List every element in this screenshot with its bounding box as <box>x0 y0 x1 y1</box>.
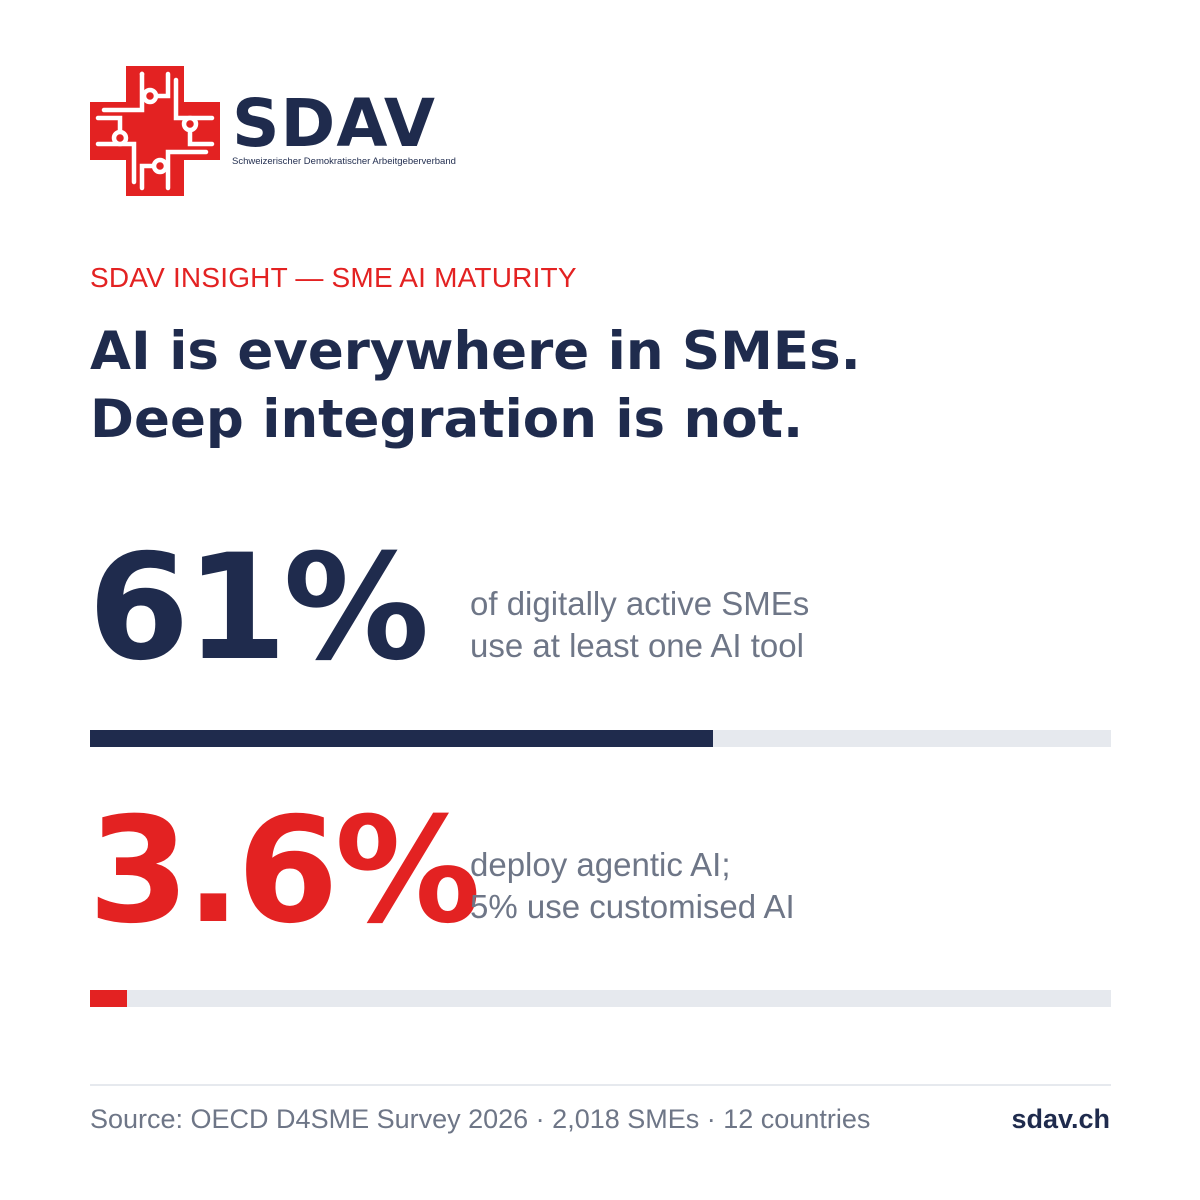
swiss-cross-circuit-icon <box>90 66 220 196</box>
brand-subtitle: Schweizerischer Demokratischer Arbeitgeb… <box>232 156 456 167</box>
eyebrow-label: SDAV INSIGHT — SME AI MATURITY <box>90 262 577 293</box>
stat-description-2-line-1: deploy agentic AI; <box>470 846 731 883</box>
headline-line-2: Deep integration is not. <box>90 389 804 450</box>
headline: AI is everywhere in SMEs. Deep integrati… <box>90 318 861 454</box>
footer-divider <box>90 1084 1111 1086</box>
bar-fill-2 <box>90 990 127 1007</box>
bar-track-2 <box>90 990 1111 1007</box>
bar-fill-1 <box>90 730 713 747</box>
headline-line-1: AI is everywhere in SMEs. <box>90 321 861 382</box>
stat-value-2: 3.6% <box>88 786 481 956</box>
stat-description-1-line-2: use at least one AI tool <box>470 627 804 664</box>
stat-description-2-line-2: 5% use customised AI <box>470 888 795 925</box>
stat-description-1: of digitally active SMEs use at least on… <box>470 583 809 667</box>
stat-value-1: 61% <box>88 523 429 693</box>
brand-name: SDAV <box>232 85 436 162</box>
stat-description-1-line-1: of digitally active SMEs <box>470 585 810 622</box>
source-note: Source: OECD D4SME Survey 2026 · 2,018 S… <box>90 1104 871 1134</box>
sdav-logo: SDAV Schweizerischer Demokratischer Arbe… <box>90 66 456 196</box>
website-link[interactable]: sdav.ch <box>1011 1104 1110 1134</box>
bar-track-1 <box>90 730 1111 747</box>
stat-description-2: deploy agentic AI; 5% use customised AI <box>470 844 795 928</box>
